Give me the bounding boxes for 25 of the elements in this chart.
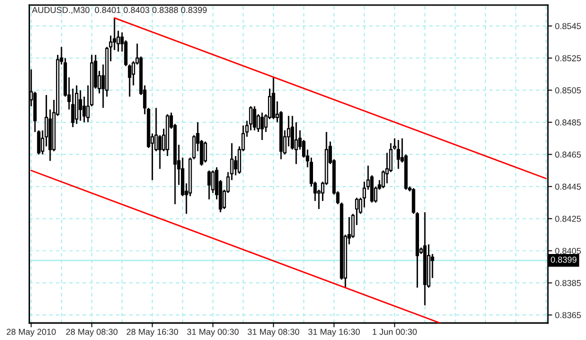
candlestick xyxy=(204,140,208,164)
candlestick xyxy=(207,170,211,200)
chart-title: AUDUSD.,M30 0.8401 0.8403 0.8388 0.8399 xyxy=(32,6,207,14)
y-tick-label: 0.8405 xyxy=(555,248,581,254)
x-tick-label: 28 May 08:30 xyxy=(66,328,118,337)
x-tick-label: 28 May 2010 xyxy=(6,328,56,337)
x-tick-label: 31 May 16:30 xyxy=(308,328,360,337)
ref-line-label: 0.8399 xyxy=(550,256,576,263)
y-tick-label: 0.8485 xyxy=(555,119,581,126)
y-tick-label: 0.8465 xyxy=(555,152,581,158)
y-tick-label: 0.8525 xyxy=(555,55,581,62)
y-tick-label: 0.8505 xyxy=(555,87,581,94)
candlestick xyxy=(158,134,162,170)
y-tick-label: 0.8445 xyxy=(555,184,581,190)
x-tick-label: 31 May 00:30 xyxy=(187,328,239,337)
y-tick-label: 0.8385 xyxy=(555,280,581,286)
candlestick xyxy=(78,90,82,122)
candlestick xyxy=(260,112,264,141)
y-tick-label: 0.8425 xyxy=(555,216,581,222)
x-tick-label: 28 May 16:30 xyxy=(126,328,178,337)
y-tick-label: 0.8545 xyxy=(555,23,581,30)
x-tick-label: 1 Jun 00:30 xyxy=(372,328,417,335)
candlestick xyxy=(396,139,400,170)
x-tick-label: 31 May 08:30 xyxy=(248,328,300,337)
y-tick-label: 0.8365 xyxy=(555,312,581,318)
